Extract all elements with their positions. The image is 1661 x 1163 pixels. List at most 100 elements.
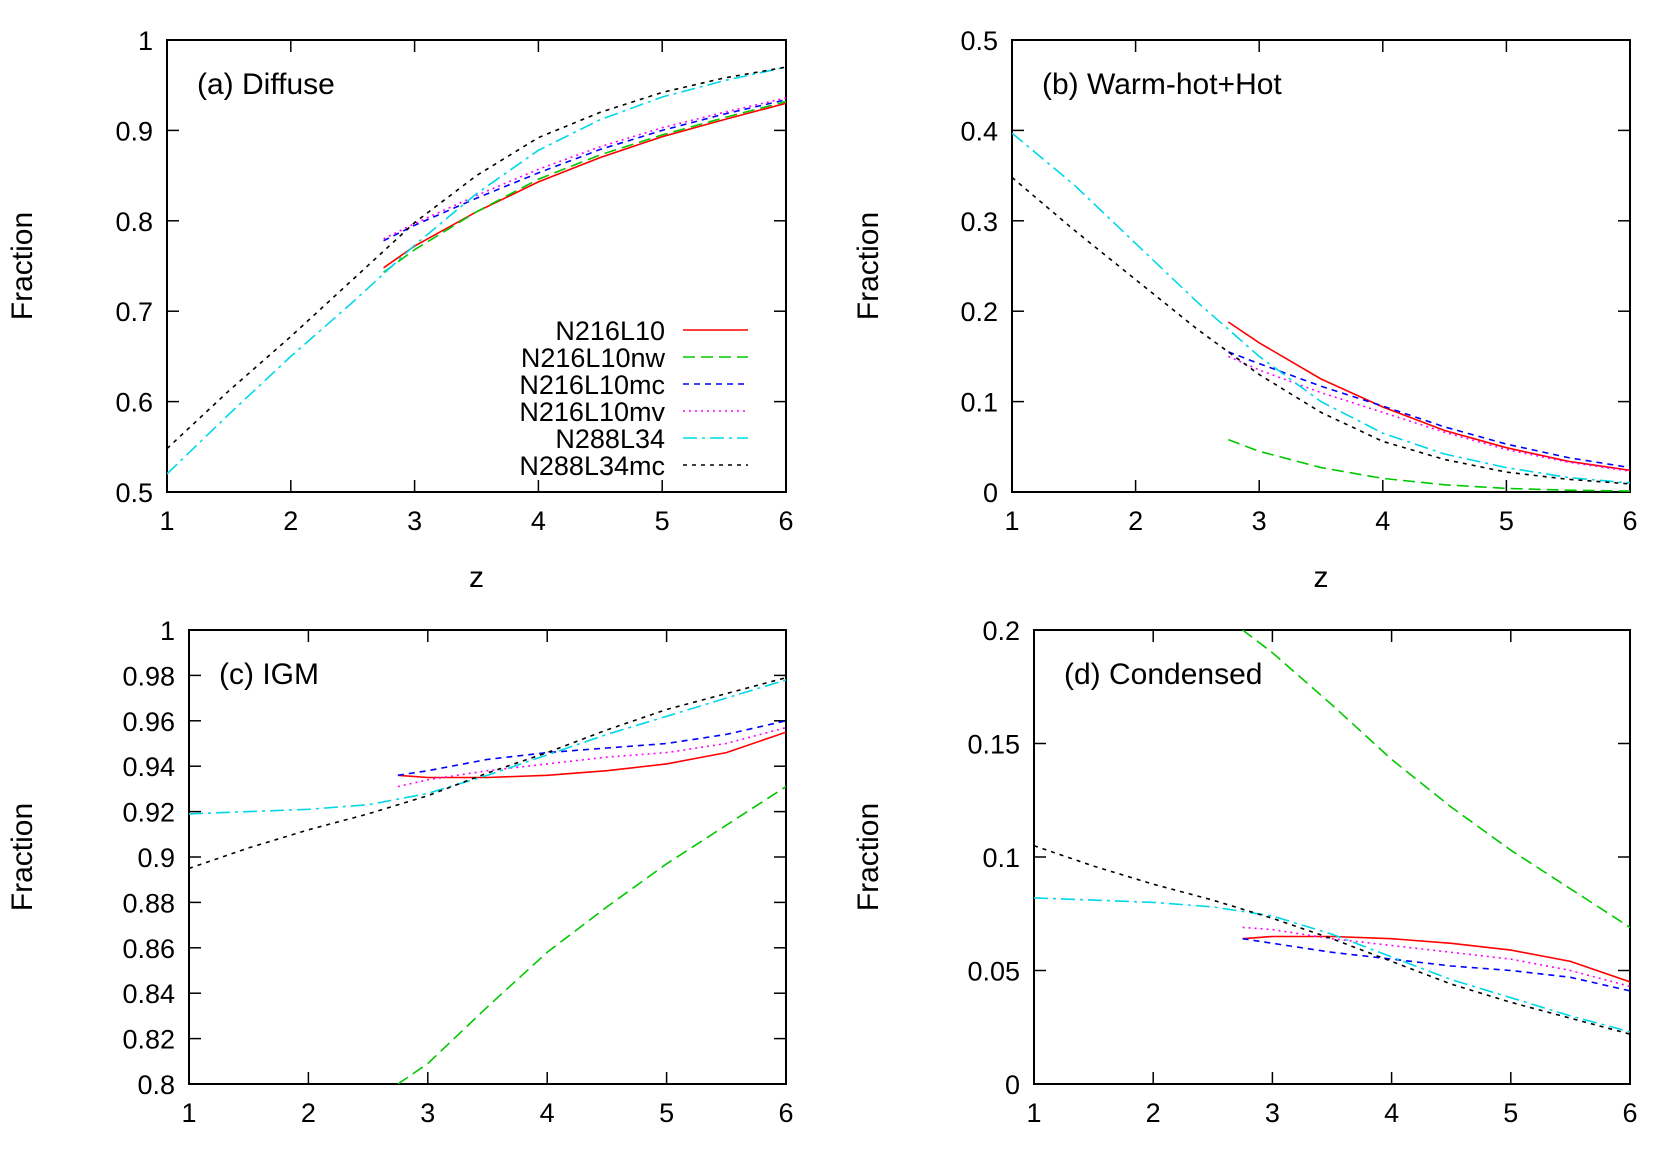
- series-line-n216l10: [1227, 321, 1630, 472]
- series-line-n216l10mc: [383, 98, 786, 242]
- series-line-n216l10mv: [1242, 926, 1630, 988]
- y-tick-label: 0.1: [982, 843, 1020, 873]
- y-tick-label: 0.6: [115, 388, 153, 418]
- y-tick-label: 0.88: [122, 888, 175, 918]
- x-tick-label: 5: [659, 1098, 674, 1128]
- y-tick-label: 0: [983, 478, 998, 508]
- chart-panel-4: 1 2 3 4 5 6 0 0.05 0.1 0.15 0.2 z Fraction (d) Conden…: [852, 616, 1638, 1163]
- x-axis-label: z: [480, 1153, 495, 1163]
- y-tick-label: 0.84: [122, 979, 175, 1009]
- x-tick-label: 4: [1384, 1098, 1399, 1128]
- x-tick-label: 2: [1146, 1098, 1161, 1128]
- legend-label-n216l10mv: N216L10mv: [519, 397, 665, 427]
- series-group: [167, 66, 786, 475]
- y-tick-label: 0.15: [967, 730, 1020, 760]
- x-tick-label: 6: [1622, 1098, 1637, 1128]
- series-line-n216l10: [383, 102, 786, 269]
- y-tick-label: 0.05: [967, 957, 1020, 987]
- series-line-n288l34: [1012, 132, 1630, 484]
- x-tick-label: 5: [655, 506, 670, 536]
- x-tick-label: 5: [1503, 1098, 1518, 1128]
- series-line-n288l34: [167, 66, 786, 475]
- x-axis-label: z: [1314, 561, 1329, 594]
- series-line-n216l10mv: [1227, 355, 1630, 472]
- x-tick-label: 3: [407, 506, 422, 536]
- legend: N216L10N216L10nwN216L10mcN216L10mvN288L3…: [519, 316, 748, 481]
- x-tick-label: 5: [1499, 506, 1514, 536]
- x-tick-label: 1: [181, 1098, 196, 1128]
- series-line-n216l10mc: [1242, 937, 1630, 992]
- series-line-n216l10: [1242, 935, 1630, 983]
- y-tick-label: 0.86: [122, 934, 175, 964]
- x-tick-label: 1: [1004, 506, 1019, 536]
- series-group: [1034, 630, 1630, 1035]
- legend-label-n216l10nw: N216L10nw: [521, 343, 666, 373]
- plot-frame: [166, 39, 787, 493]
- y-tick-label: 0.9: [137, 843, 175, 873]
- chart-panel-2: 1 2 3 4 5 6 0 0.1 0.2 0.3 0.4 0.5 z Fraction (b) Warm-…: [852, 26, 1638, 594]
- y-tick-label: 0.4: [960, 116, 998, 146]
- x-tick-label: 3: [420, 1098, 435, 1128]
- series-line-n216l10nw: [383, 100, 786, 273]
- y-tick-label: 0.94: [122, 752, 175, 782]
- panel-label: (b) Warm-hot+Hot: [1042, 68, 1282, 101]
- x-tick-label: 1: [1026, 1098, 1041, 1128]
- series-group: [1012, 132, 1630, 492]
- x-tick-label: 4: [531, 506, 546, 536]
- x-tick-label: 6: [778, 1098, 793, 1128]
- series-line-n216l10nw: [1228, 438, 1630, 492]
- legend-label-n216l10mc: N216L10mc: [519, 370, 665, 400]
- series-line-n216l10nw: [1242, 630, 1630, 929]
- y-axis-label: Fraction: [852, 212, 885, 320]
- x-tick-label: 4: [1375, 506, 1390, 536]
- x-tick-label: 2: [1128, 506, 1143, 536]
- panel-label: (d) Condensed: [1064, 658, 1262, 691]
- x-axis-label: z: [1325, 1153, 1340, 1163]
- y-tick-label: 0: [1005, 1070, 1020, 1100]
- x-tick-label: 6: [778, 506, 793, 536]
- plot-frame: [1011, 39, 1631, 493]
- y-tick-label: 0.5: [960, 26, 998, 56]
- x-tick-label: 3: [1252, 506, 1267, 536]
- x-tick-label: 6: [1622, 506, 1637, 536]
- y-tick-label: 0.2: [960, 297, 998, 327]
- panel-label: (a) Diffuse: [197, 68, 335, 101]
- y-tick-label: 0.98: [122, 661, 175, 691]
- y-axis-label: Fraction: [6, 212, 39, 320]
- y-tick-label: 0.2: [982, 616, 1020, 646]
- plot-frame: [188, 629, 787, 1085]
- series-line-n288l34mc: [1012, 176, 1630, 485]
- series-line-n216l10mv: [397, 726, 786, 788]
- chart-panel-1: 1 2 3 4 5 6 0.5 0.6 0.7 0.8 0.9 1 z Fraction (a) Diffu…: [6, 26, 794, 594]
- legend-label-n288l34: N288L34: [555, 424, 665, 454]
- y-tick-label: 0.8: [137, 1070, 175, 1100]
- y-tick-label: 0.96: [122, 707, 175, 737]
- series-line-n216l10nw: [397, 785, 786, 1084]
- y-axis-label: Fraction: [852, 803, 885, 911]
- series-line-n288l34mc: [1034, 844, 1630, 1035]
- y-tick-label: 0.82: [122, 1025, 175, 1055]
- y-tick-label: 0.1: [960, 388, 998, 418]
- series-line-n216l10mc: [1228, 351, 1630, 469]
- y-tick-label: 0.5: [115, 478, 153, 508]
- y-tick-label: 0.9: [115, 116, 153, 146]
- series-line-n288l34mc: [167, 66, 786, 450]
- legend-label-n288l34mc: N288L34mc: [519, 451, 665, 481]
- series-line-n288l34: [189, 679, 786, 815]
- x-tick-label: 1: [159, 506, 174, 536]
- chart-panel-3: 1 2 3 4 5 6 0.8 0.82 0.84 0.86 0.88 0.9 0.92 0.94 0.96…: [6, 616, 794, 1163]
- y-tick-label: 1: [160, 616, 175, 646]
- series-line-n216l10mc: [397, 720, 786, 777]
- x-tick-label: 3: [1265, 1098, 1280, 1128]
- plot-frame: [1033, 629, 1631, 1085]
- y-tick-label: 0.92: [122, 798, 175, 828]
- x-tick-label: 2: [283, 506, 298, 536]
- series-group: [189, 676, 786, 1084]
- x-tick-label: 4: [540, 1098, 555, 1128]
- y-axis-label: Fraction: [6, 803, 39, 911]
- y-tick-label: 0.8: [115, 207, 153, 237]
- y-tick-label: 0.3: [960, 207, 998, 237]
- legend-label-n216l10: N216L10: [555, 316, 665, 346]
- y-tick-label: 1: [138, 26, 153, 56]
